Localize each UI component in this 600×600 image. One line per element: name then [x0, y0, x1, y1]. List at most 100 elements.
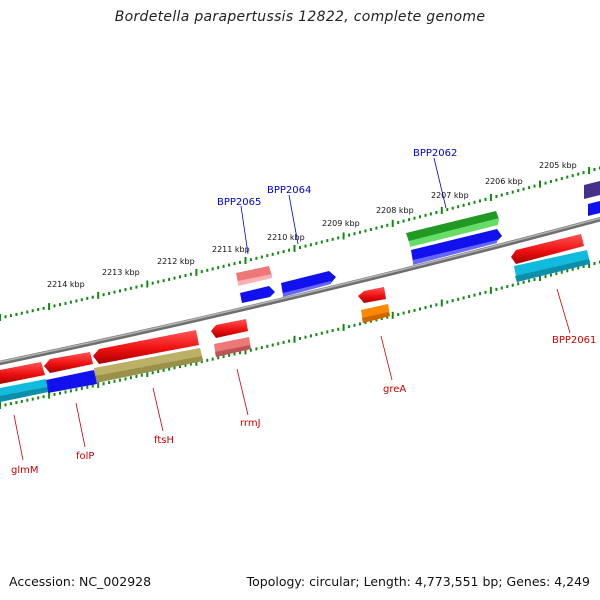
major-tick — [342, 232, 345, 240]
cds-pink-bpp2065[interactable] — [236, 266, 272, 283]
minor-tick — [69, 389, 72, 393]
minor-tick — [255, 347, 258, 351]
leader-rrmj — [236, 368, 249, 416]
cds-blue-bpp2062[interactable] — [411, 229, 502, 262]
minor-tick — [517, 282, 520, 286]
minor-tick — [457, 297, 460, 301]
cds-blue-bpp2064-shade[interactable] — [283, 281, 331, 297]
major-tick — [146, 370, 149, 377]
cds-orange-grea-shade[interactable] — [362, 312, 390, 323]
cds-green-bpp2062[interactable] — [406, 211, 499, 242]
cds-navy[interactable] — [584, 181, 600, 199]
cds-cyan-glmm-shade[interactable] — [0, 387, 48, 402]
gene-label-rrmj[interactable]: rrmJ — [240, 418, 261, 429]
gene-label-bpp2065[interactable]: BPP2065 — [217, 197, 261, 208]
minor-tick — [277, 342, 280, 346]
gene-label-bpp2061[interactable]: BPP2061 — [552, 335, 596, 346]
gene-label-grea[interactable]: greA — [383, 384, 406, 395]
kbp-label: 2205 kbp — [539, 161, 577, 170]
minor-tick — [124, 377, 127, 381]
cds-pink-rrmj-shade[interactable] — [215, 345, 251, 357]
minor-tick — [484, 197, 487, 201]
minor-tick — [206, 268, 209, 272]
minor-tick — [162, 279, 165, 283]
minor-tick — [222, 264, 225, 268]
minor-tick — [375, 318, 378, 322]
cds-red-folp-left[interactable] — [44, 352, 93, 373]
map-title: Bordetella parapertussis 12822, complete… — [114, 9, 486, 25]
cds-red-rrmj[interactable] — [211, 319, 248, 338]
minor-tick — [75, 299, 78, 303]
minor-tick — [479, 292, 481, 296]
cds-red-ftsh[interactable] — [93, 330, 199, 364]
minor-tick — [506, 285, 509, 289]
cds-blue-folp[interactable] — [46, 370, 97, 393]
cds-blue-bpp2062-shade[interactable] — [413, 240, 497, 265]
minor-tick — [37, 308, 40, 311]
tick-row-outer — [0, 166, 600, 321]
minor-tick — [506, 192, 509, 195]
cds-red-bpp2061[interactable] — [511, 234, 584, 264]
minor-tick — [549, 180, 552, 184]
cds-red-grea[interactable] — [358, 287, 386, 303]
cds-pink-bpp2065-shade[interactable] — [238, 274, 272, 286]
major-tick — [489, 286, 492, 294]
minor-tick — [91, 384, 94, 388]
minor-tick — [299, 337, 301, 340]
minor-tick — [429, 212, 432, 216]
minor-tick — [380, 225, 383, 229]
minor-tick — [80, 298, 83, 302]
minor-tick — [91, 295, 94, 299]
minor-tick — [173, 366, 176, 370]
minor-tick — [462, 203, 465, 207]
minor-tick — [500, 286, 503, 290]
minor-tick — [451, 206, 454, 210]
cds-blue-bpp2064[interactable] — [281, 271, 336, 295]
minor-tick — [80, 387, 83, 390]
gene-label-bpp2062[interactable]: BPP2062 — [413, 148, 457, 159]
minor-tick — [560, 270, 563, 274]
minor-tick — [211, 267, 214, 271]
cds-olive-ftsh-shade[interactable] — [95, 356, 203, 383]
minor-tick — [200, 270, 203, 274]
major-tick — [539, 180, 541, 188]
minor-tick — [484, 290, 487, 294]
minor-tick — [577, 266, 580, 270]
minor-tick — [566, 175, 569, 179]
kbp-label: 2213 kbp — [102, 268, 140, 277]
minor-tick — [31, 397, 34, 401]
gene-label-glmm[interactable]: glmM — [11, 465, 39, 476]
minor-tick — [446, 300, 449, 304]
cds-green-bpp2062-lower[interactable] — [409, 218, 499, 247]
minor-tick — [522, 187, 525, 191]
kbp-label: 2206 kbp — [485, 177, 523, 186]
cds-cyan-bpp2061-shade[interactable] — [515, 259, 590, 282]
kbp-label: 2207 kbp — [431, 191, 469, 200]
minor-tick — [304, 335, 307, 339]
gene-label-bpp2064[interactable]: BPP2064 — [267, 185, 311, 196]
major-tick — [539, 274, 541, 281]
cds-red-glmm[interactable] — [0, 362, 45, 384]
minor-tick — [582, 264, 585, 268]
minor-tick — [511, 190, 514, 194]
minor-tick — [451, 299, 454, 303]
gene-label-ftsh[interactable]: ftsH — [154, 435, 174, 446]
minor-tick — [473, 200, 476, 204]
gene-label-folp[interactable]: folP — [76, 451, 94, 462]
minor-tick — [113, 290, 116, 294]
minor-tick — [369, 228, 372, 231]
major-tick — [342, 323, 345, 331]
minor-tick — [15, 312, 18, 316]
minor-tick — [593, 168, 596, 171]
minor-tick — [402, 311, 405, 315]
minor-tick — [129, 376, 132, 380]
minor-tick — [326, 239, 329, 243]
leader-glmm — [13, 414, 24, 461]
cds-blue-far-right[interactable] — [588, 201, 600, 216]
minor-tick — [222, 355, 225, 358]
minor-tick — [560, 177, 563, 181]
minor-tick — [42, 395, 45, 399]
cds-blue-bpp2065[interactable] — [240, 286, 275, 303]
minor-tick — [386, 223, 389, 227]
